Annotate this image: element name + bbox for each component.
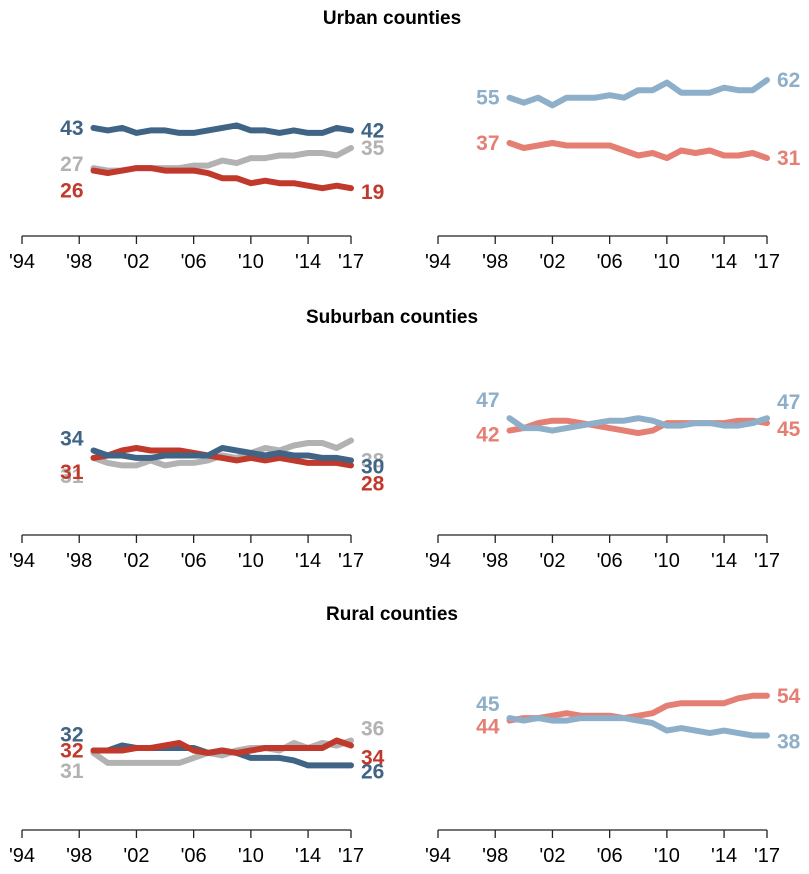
panel-1: '94 '98 '02 '06 '10 '14 '17 55 62 37 31 [425,69,801,273]
x-tick-label: '17 [754,845,780,867]
start-label-rep: 26 [60,180,83,203]
start-label-ind: 27 [60,153,83,176]
panel-0: '94 '98 '02 '06 '10 '14 '17 43 42 27 35 26 19 [9,117,385,273]
series-line-dem [90,445,354,464]
x-tick-label: '14 [295,550,321,572]
x-tick-label: '10 [238,251,264,273]
x-tick-label: '17 [754,550,780,572]
x-tick-label: '02 [539,845,565,867]
x-tick-label: '94 [425,845,451,867]
x-tick-label: '94 [9,251,35,273]
x-tick-label: '94 [9,550,35,572]
end-label-dem_lean: 47 [777,391,800,414]
x-tick-label: '02 [123,845,149,867]
start-label-dem_lean: 45 [476,693,500,716]
title-urban-counties: Urban counties [323,8,461,29]
x-tick-label: '02 [539,251,565,273]
end-label-ind: 38 [361,450,385,473]
x-tick-label: '06 [181,550,207,572]
x-tick-label: '98 [66,845,92,867]
x-tick-label: '17 [338,550,364,572]
series-line-dem_lean [506,415,770,434]
x-tick-label: '06 [181,251,207,273]
x-tick-label: '06 [597,550,623,572]
start-label-rep_lean: 42 [476,424,499,447]
start-label-dem: 32 [60,723,83,746]
x-tick-label: '10 [654,550,680,572]
series-line-rep_lean [506,692,770,724]
start-label-rep_lean: 37 [476,132,499,155]
series-line-rep [90,165,354,192]
x-tick-label: '14 [295,251,321,273]
end-label-dem_lean: 62 [777,69,800,92]
end-label-rep: 28 [361,472,385,495]
x-tick-label: '10 [654,251,680,273]
x-tick-label: '10 [238,550,264,572]
end-label-rep: 19 [361,181,384,204]
x-tick-label: '06 [597,845,623,867]
series-line-rep [90,737,354,756]
end-label-ind: 35 [361,137,385,160]
title-suburban-counties: Suburban counties [306,307,478,328]
x-tick-label: '17 [754,251,780,273]
start-label-dem: 43 [60,117,83,140]
start-label-rep: 32 [60,739,83,762]
series-line-dem_lean [506,77,770,109]
x-tick-label: '10 [654,845,680,867]
end-label-dem_lean: 38 [777,731,801,754]
end-label-dem: 30 [361,455,384,478]
panel-4: '94 '98 '02 '06 '10 '14 '17 31 36 32 26 32 34 [9,718,385,867]
x-tick-label: '94 [9,845,35,867]
start-label-rep: 31 [60,461,84,484]
x-tick-label: '02 [123,550,149,572]
x-tick-label: '14 [711,550,737,572]
end-label-rep_lean: 54 [777,685,801,708]
series-line-rep [90,445,354,469]
x-tick-label: '06 [597,251,623,273]
x-tick-label: '98 [482,251,508,273]
end-label-dem: 26 [361,760,384,783]
start-label-dem_lean: 55 [476,87,500,110]
x-tick-label: '02 [123,251,149,273]
start-label-dem_lean: 47 [476,389,499,412]
x-tick-label: '98 [482,845,508,867]
x-tick-label: '02 [539,550,565,572]
panel-2: '94 '98 '02 '06 '10 '14 '17 31 38 31 28 34 30 [9,427,385,572]
end-label-rep: 34 [361,746,385,769]
x-tick-label: '94 [425,550,451,572]
series-line-dem [90,122,354,136]
x-tick-label: '94 [425,251,451,273]
panel-3: '94 '98 '02 '06 '10 '14 '17 42 45 47 47 [425,389,801,572]
end-label-dem: 42 [361,119,384,142]
start-label-dem: 34 [60,427,84,450]
start-label-ind: 31 [60,760,84,783]
x-tick-label: '17 [338,251,364,273]
x-tick-label: '14 [711,845,737,867]
start-label-ind: 31 [60,465,84,488]
title-rural-counties: Rural counties [326,604,458,625]
x-tick-label: '06 [181,845,207,867]
panel-5: '94 '98 '02 '06 '10 '14 '17 44 54 45 38 [425,685,801,867]
x-tick-label: '98 [482,550,508,572]
series-line-rep_lean [506,140,770,162]
x-tick-label: '17 [338,845,364,867]
end-label-ind: 36 [361,718,384,741]
x-tick-label: '98 [66,251,92,273]
x-tick-label: '98 [66,550,92,572]
x-tick-label: '14 [711,251,737,273]
start-label-rep_lean: 44 [476,716,500,739]
end-label-rep_lean: 31 [777,147,801,170]
x-tick-label: '10 [238,845,264,867]
x-tick-label: '14 [295,845,321,867]
series-line-dem_lean [506,715,770,739]
end-label-rep_lean: 45 [777,418,801,441]
